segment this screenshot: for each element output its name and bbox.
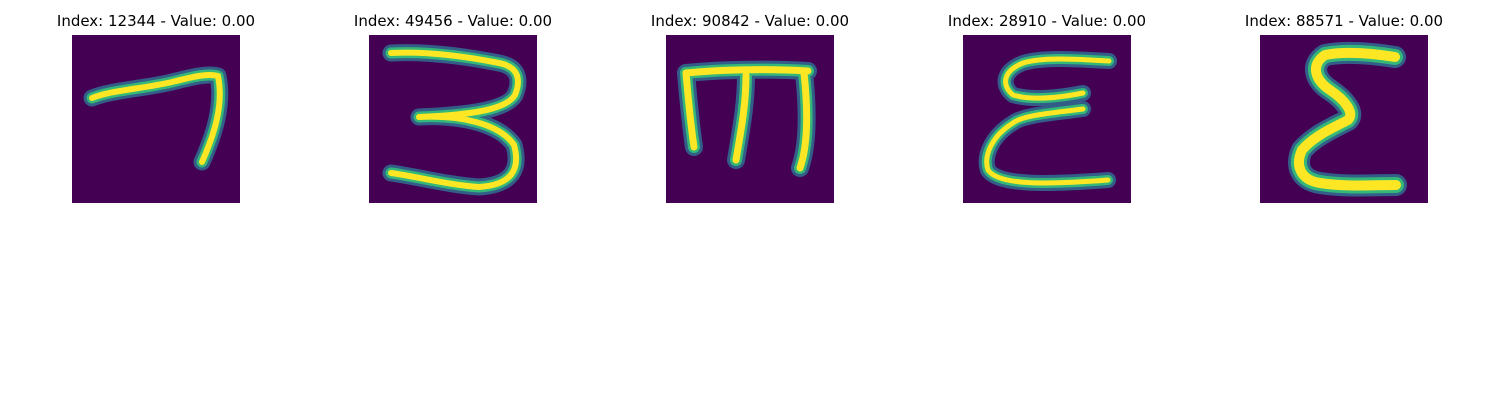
glyph-core — [388, 49, 521, 190]
glyph-core — [682, 66, 812, 172]
digit-image-sigma-e — [1260, 35, 1428, 203]
panel-image — [72, 35, 240, 203]
panel-3: Index: 90842 - Value: 0.00 — [600, 0, 900, 210]
digit-image-3 — [369, 35, 537, 203]
panel-title: Index: 28910 - Value: 0.00 — [947, 12, 1147, 30]
glyph-core — [89, 71, 223, 165]
panel-title: Index: 12344 - Value: 0.00 — [56, 12, 256, 30]
panel-image — [1260, 35, 1428, 203]
glyph-core — [984, 56, 1112, 186]
panel-5: Index: 88571 - Value: 0.00 — [1194, 0, 1494, 210]
panel-2: Index: 49456 - Value: 0.00 — [303, 0, 603, 210]
panel-title: Index: 88571 - Value: 0.00 — [1244, 12, 1444, 30]
panel-image — [369, 35, 537, 203]
panel-4: Index: 28910 - Value: 0.00 — [897, 0, 1197, 210]
digit-image-m — [666, 35, 834, 203]
panel-title: Index: 90842 - Value: 0.00 — [650, 12, 850, 30]
panel-image — [666, 35, 834, 203]
panel-title: Index: 49456 - Value: 0.00 — [353, 12, 553, 30]
panel-image — [963, 35, 1131, 203]
glyph-core — [1294, 47, 1401, 191]
panel-1: Index: 12344 - Value: 0.00 — [6, 0, 306, 210]
digit-image-epsilon — [963, 35, 1131, 203]
digit-image-7 — [72, 35, 240, 203]
